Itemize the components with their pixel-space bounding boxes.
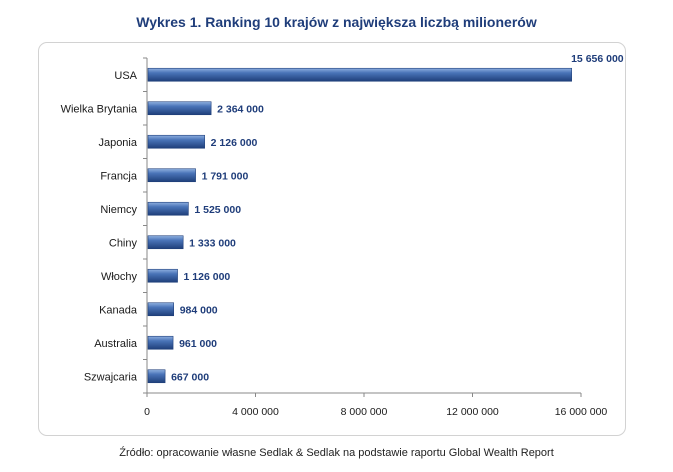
category-label: Chiny [109, 237, 138, 249]
bar [147, 268, 178, 283]
category-label: Francja [100, 170, 138, 182]
category-label: Kanada [99, 304, 138, 316]
bar [147, 201, 189, 216]
value-label: 1 333 000 [189, 237, 236, 249]
category-label: Szwajcaria [84, 371, 138, 383]
value-label: 2 364 000 [217, 103, 264, 115]
bar [147, 235, 184, 250]
value-label: 2 126 000 [211, 137, 258, 149]
category-label: Australia [94, 338, 138, 350]
value-label: 15 656 000 [571, 53, 624, 65]
value-label: 667 000 [171, 371, 209, 383]
value-label: 1 791 000 [202, 170, 249, 182]
source-note: Źródło: opracowanie własne Sedlak & Sedl… [119, 447, 554, 459]
x-tick-label: 8 000 000 [341, 406, 388, 418]
bar [147, 168, 196, 183]
category-label: Wielka Brytania [61, 103, 138, 115]
chart-frame [38, 42, 626, 436]
bar [147, 134, 205, 149]
bar [147, 369, 166, 384]
value-label: 1 126 000 [184, 271, 231, 283]
bar [147, 67, 572, 82]
x-tick-label: 16 000 000 [555, 406, 608, 418]
value-label: 1 525 000 [194, 204, 241, 216]
category-label: Włochy [101, 271, 138, 283]
x-tick-label: 12 000 000 [446, 406, 499, 418]
category-label: USA [114, 70, 137, 82]
bar [147, 302, 174, 317]
bar [147, 101, 212, 116]
category-label: Japonia [98, 137, 137, 149]
value-label: 961 000 [179, 338, 217, 350]
x-tick-label: 0 [144, 406, 150, 418]
chart-title: Wykres 1. Ranking 10 krajów z największa… [136, 14, 537, 30]
x-tick-label: 4 000 000 [232, 406, 279, 418]
category-label: Niemcy [100, 204, 137, 216]
value-label: 984 000 [180, 304, 218, 316]
bar [147, 335, 174, 350]
